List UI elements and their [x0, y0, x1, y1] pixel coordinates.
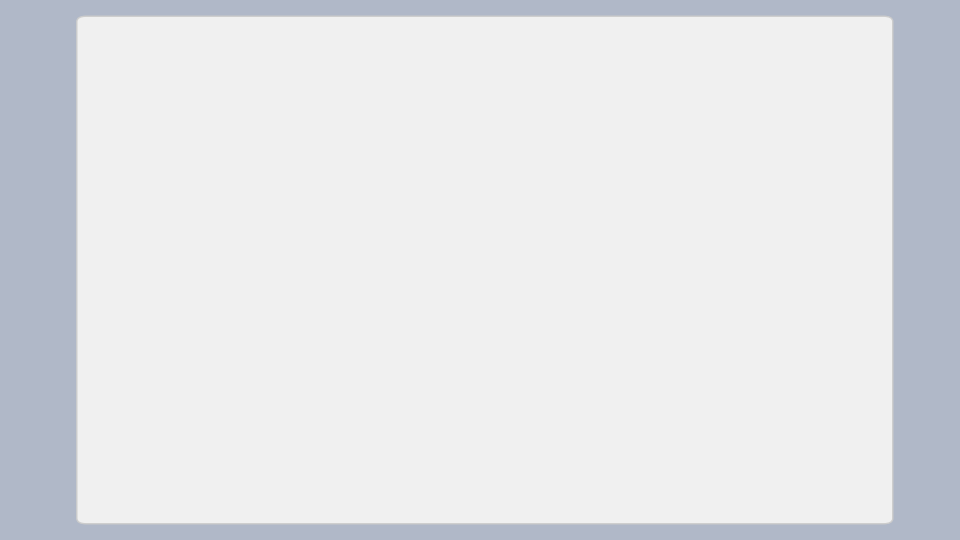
Text: 100 Ω: 100 Ω: [278, 154, 316, 167]
Text: 8 Ω: 8 Ω: [789, 244, 811, 256]
Text: 4 V: 4 V: [121, 243, 146, 257]
Text: 0.8ιᵢ: 0.8ιᵢ: [470, 244, 497, 256]
Text: (Hint: Use Thevenin’s theory): (Hint: Use Thevenin’s theory): [110, 126, 364, 141]
Text: Question): Question): [110, 66, 194, 82]
Text: Find the value of resistance: Find the value of resistance: [210, 66, 431, 82]
Text: 20 Ω: 20 Ω: [254, 244, 284, 256]
Text: R: R: [461, 66, 471, 82]
Text: ι₁: ι₁: [585, 179, 593, 192]
Text: HW#2: HW#2: [110, 37, 163, 51]
Text: power to the 8Ω resistance.: power to the 8Ω resistance.: [110, 96, 323, 111]
Text: 6-7-2020: 6-7-2020: [782, 37, 859, 51]
Text: Electrical Circuits One: Electrical Circuits One: [400, 37, 569, 51]
Text: required to transfer maximum: required to transfer maximum: [481, 66, 717, 82]
Text: 25 Ω: 25 Ω: [598, 244, 628, 256]
Text: R: R: [634, 244, 642, 256]
